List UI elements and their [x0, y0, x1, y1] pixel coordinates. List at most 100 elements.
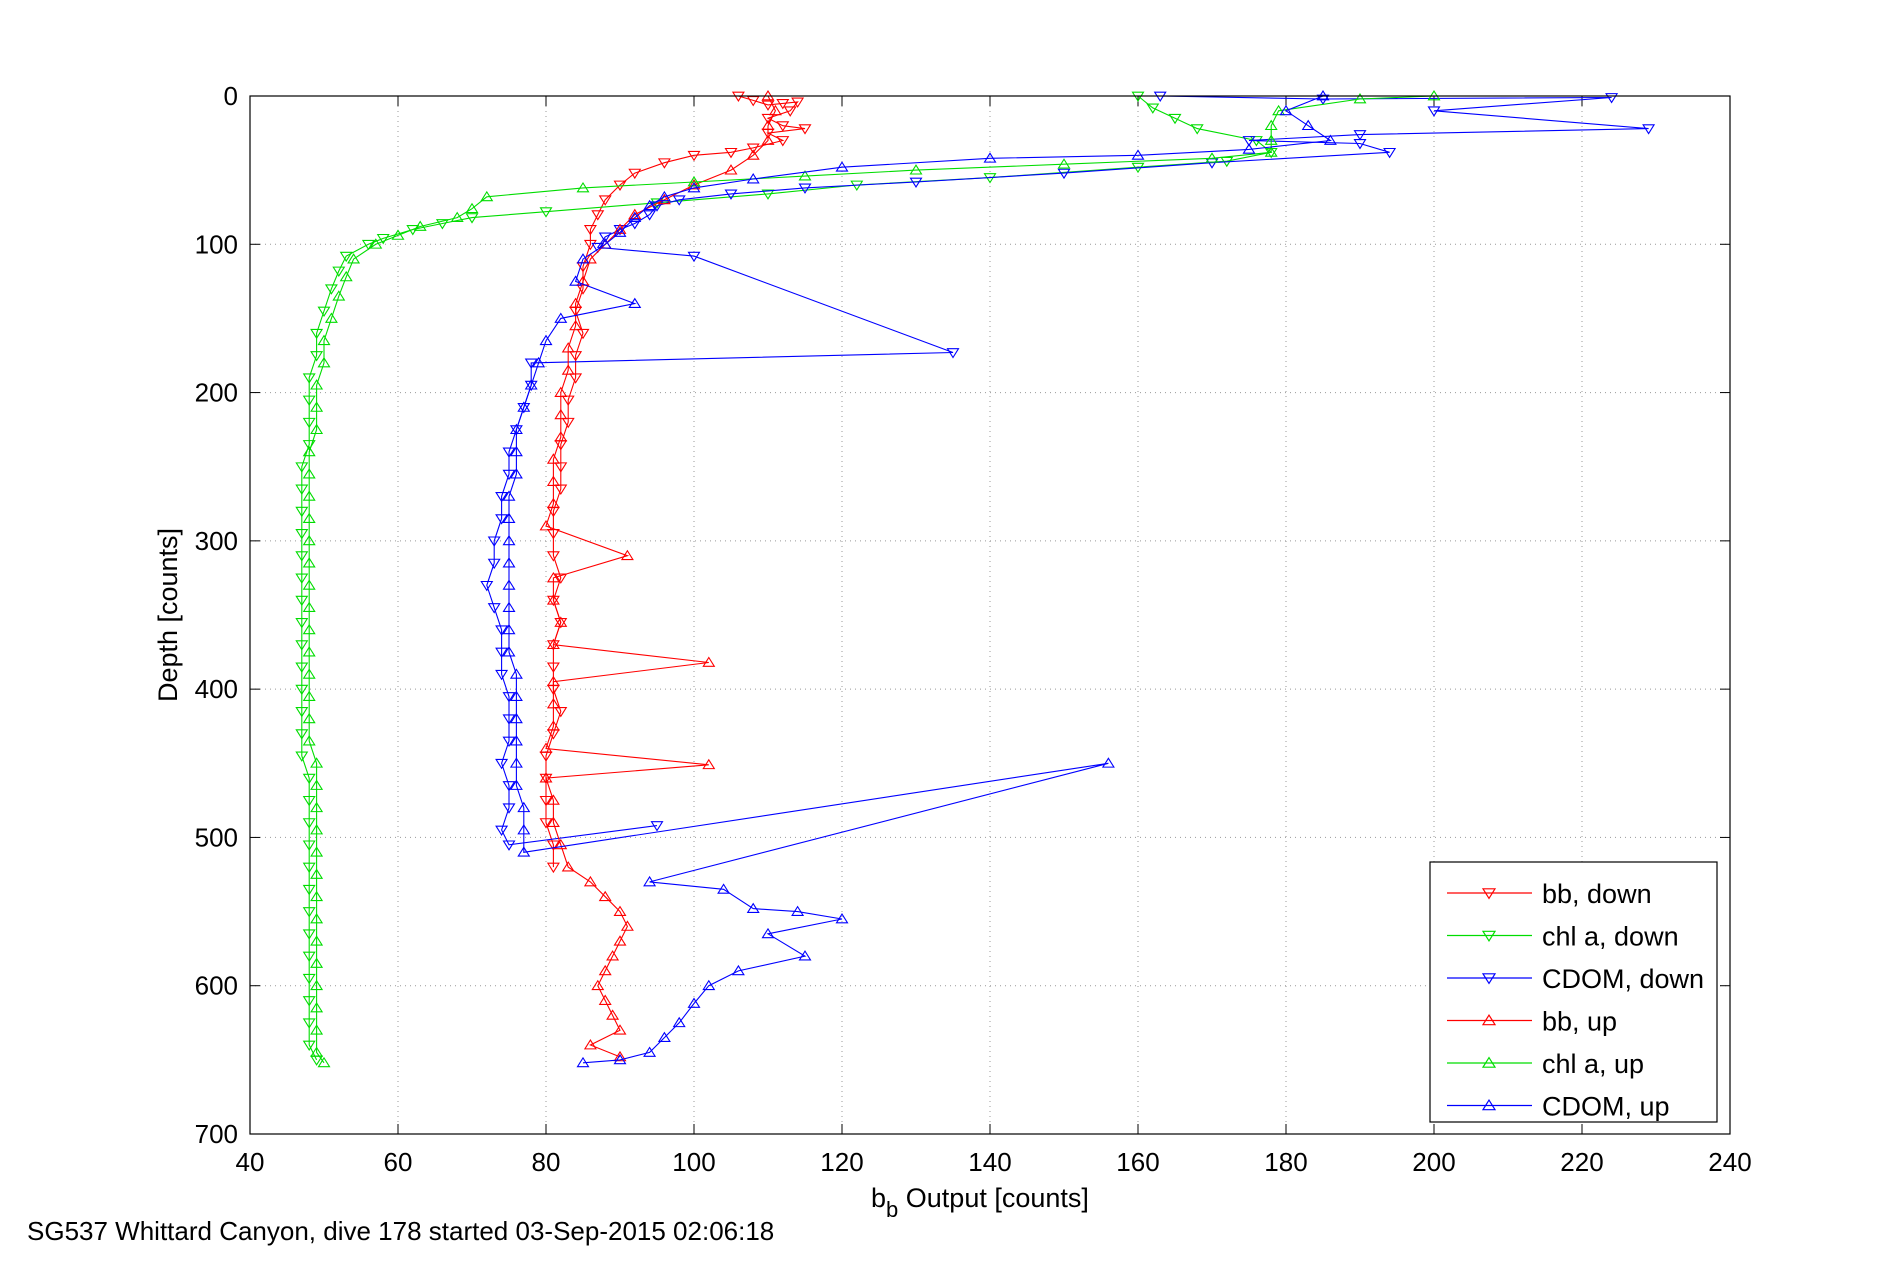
data-point-cdom-up — [798, 950, 812, 961]
data-point-bb-down — [761, 100, 775, 111]
data-point-bb-up — [546, 594, 560, 605]
data-point-chl-a-up — [310, 979, 324, 991]
data-point-bb-down — [546, 551, 560, 562]
data-point-bb-up — [591, 979, 605, 991]
data-point-cdom-up — [717, 883, 731, 894]
data-point-bb-up — [620, 549, 634, 561]
data-point-chl-a-down — [295, 484, 309, 495]
data-point-bb-up — [554, 838, 568, 850]
data-point-cdom-down — [502, 469, 516, 481]
data-point-bb-down — [539, 773, 553, 785]
data-point-bb-up — [554, 386, 568, 397]
data-point-chl-a-down — [302, 862, 316, 874]
data-point-chl-a-down — [761, 189, 775, 200]
data-point-chl-a-down — [295, 729, 309, 740]
data-point-chl-a-up — [450, 211, 464, 222]
data-point-cdom-down — [1427, 106, 1441, 117]
data-point-cdom-up — [643, 199, 657, 211]
x-tick-label: 100 — [672, 1147, 715, 1177]
data-point-chl-a-down — [302, 996, 316, 1007]
data-point-bb-down — [791, 97, 805, 108]
data-point-cdom-down — [628, 219, 642, 230]
x-axis-label-subscript: b — [886, 1197, 898, 1222]
data-point-chl-a-down — [376, 233, 390, 245]
data-point-cdom-down — [502, 840, 516, 851]
data-point-cdom-down — [502, 714, 516, 725]
data-point-bb-down — [598, 195, 612, 206]
data-point-cdom-up — [761, 927, 775, 939]
data-point-cdom-up — [517, 401, 531, 412]
data-point-cdom-up — [1131, 149, 1145, 160]
data-point-bb-up — [606, 950, 620, 961]
data-point-chl-a-up — [302, 579, 316, 590]
data-point-cdom-up — [1101, 757, 1115, 768]
data-point-cdom-down — [1605, 93, 1619, 104]
series-line-bb-up — [545, 95, 777, 1058]
data-point-cdom-up — [502, 534, 516, 546]
data-point-cdom-down — [502, 803, 516, 814]
data-point-cdom-down — [517, 403, 531, 414]
data-point-chl-a-down — [302, 818, 316, 829]
data-point-chl-a-down — [324, 284, 338, 295]
data-point-chl-a-up — [302, 712, 316, 724]
x-axis-ticks: 40 60 80 100 120 140 160 180 200 220 240 — [236, 96, 1752, 1177]
data-point-chl-a-up — [465, 202, 479, 214]
data-point-bb-down — [761, 113, 775, 125]
data-point-chl-a-down — [361, 239, 375, 251]
data-point-chl-a-down — [302, 907, 316, 918]
data-point-chl-a-down — [295, 706, 309, 718]
data-point-bb-up — [554, 431, 568, 442]
data-point-bb-up — [583, 1039, 597, 1050]
data-point-chl-a-up — [369, 238, 383, 249]
data-point-chl-a-up — [1057, 158, 1071, 169]
data-point-bb-down — [554, 484, 568, 495]
data-point-chl-a-up — [310, 757, 324, 768]
data-point-chl-a-down — [302, 417, 316, 429]
data-point-cdom-down — [502, 781, 516, 792]
data-point-cdom-down — [502, 736, 516, 748]
data-point-chl-a-up — [413, 220, 427, 231]
data-point-cdom-up — [509, 423, 523, 435]
data-point-cdom-up — [554, 312, 568, 323]
data-point-chl-a-down — [302, 1018, 316, 1029]
data-point-bb-up — [539, 520, 553, 531]
data-point-bb-down — [546, 840, 560, 851]
data-point-cdom-up — [517, 846, 531, 857]
data-point-chl-a-up — [302, 646, 316, 657]
data-point-bb-up — [657, 193, 671, 205]
data-point-cdom-down — [487, 603, 501, 614]
data-point-bb-down — [776, 121, 790, 132]
data-point-cdom-up — [643, 875, 657, 887]
data-point-cdom-down — [946, 348, 960, 359]
data-point-cdom-down — [524, 358, 538, 369]
data-point-chl-a-up — [317, 1056, 331, 1068]
data-point-cdom-up — [731, 964, 745, 976]
data-point-chl-a-up — [576, 181, 590, 193]
data-point-chl-a-down — [295, 462, 309, 473]
legend-label-bb-down: bb, down — [1542, 879, 1652, 909]
data-point-chl-a-up — [302, 668, 316, 679]
data-point-cdom-up — [657, 190, 671, 202]
data-point-chl-a-up — [310, 935, 324, 946]
data-point-cdom-down — [1642, 124, 1656, 135]
data-point-cdom-up — [983, 152, 997, 163]
data-point-chl-a-down — [332, 266, 346, 277]
data-point-chl-a-up — [1264, 119, 1278, 131]
data-point-bb-up — [746, 149, 760, 160]
data-point-cdom-up — [835, 912, 849, 924]
data-point-cdom-down — [672, 195, 686, 206]
data-point-bb-down — [546, 529, 560, 540]
data-point-chl-a-down — [302, 773, 316, 785]
data-point-chl-a-up — [302, 601, 316, 612]
x-tick-label: 40 — [236, 1147, 265, 1177]
data-point-chl-a-down — [302, 951, 316, 963]
data-point-bb-up — [576, 275, 590, 286]
series-layer — [295, 90, 1656, 1068]
data-point-cdom-down — [502, 447, 516, 458]
data-point-cdom-down — [650, 821, 664, 832]
data-point-bb-up — [546, 497, 560, 509]
data-point-chl-a-down — [539, 207, 553, 218]
y-tick-label: 500 — [195, 822, 238, 852]
data-point-bb-up — [546, 453, 560, 464]
data-point-bb-down — [546, 862, 560, 874]
